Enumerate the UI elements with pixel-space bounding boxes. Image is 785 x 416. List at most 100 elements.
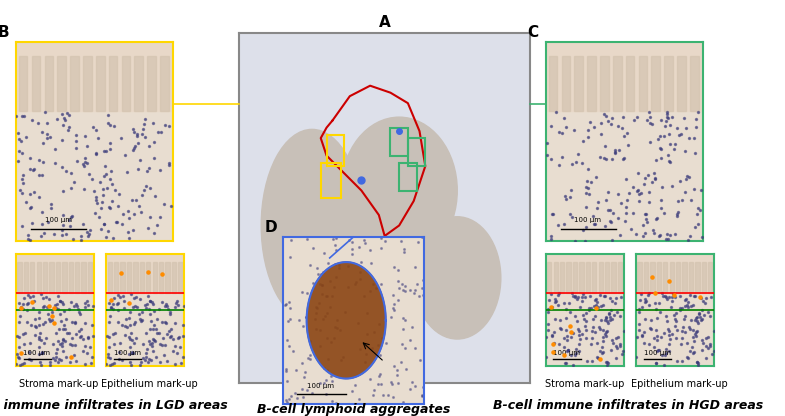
Point: [94, 225, 107, 232]
Point: [406, 324, 418, 331]
Point: [136, 131, 148, 137]
Point: [330, 400, 342, 406]
Point: [564, 193, 576, 200]
Point: [75, 237, 88, 243]
Point: [322, 260, 334, 266]
Point: [324, 277, 337, 284]
Ellipse shape: [414, 217, 501, 339]
Point: [154, 341, 166, 348]
Point: [411, 281, 423, 287]
Point: [346, 239, 359, 245]
Point: [136, 317, 148, 324]
Point: [32, 351, 45, 357]
Point: [290, 395, 303, 401]
Bar: [644, 262, 648, 293]
Point: [675, 197, 688, 203]
Point: [158, 352, 170, 359]
Point: [62, 329, 75, 336]
Point: [101, 227, 114, 234]
Point: [685, 196, 697, 203]
Point: [281, 337, 294, 344]
Point: [37, 321, 49, 327]
Point: [60, 168, 72, 175]
Point: [62, 306, 75, 312]
Text: 100 μm: 100 μm: [24, 350, 50, 356]
Point: [88, 188, 100, 195]
Bar: [57, 56, 66, 111]
Point: [586, 358, 598, 365]
Point: [103, 333, 115, 340]
Ellipse shape: [341, 117, 457, 264]
Text: B-cell immune infiltrates in LGD areas: B-cell immune infiltrates in LGD areas: [0, 399, 228, 412]
Point: [588, 220, 601, 227]
Point: [53, 325, 66, 332]
Point: [358, 237, 371, 243]
Point: [608, 300, 621, 307]
Point: [117, 305, 130, 311]
Point: [696, 315, 709, 322]
Point: [657, 329, 670, 336]
Point: [46, 309, 58, 316]
Bar: [708, 262, 713, 293]
Point: [643, 198, 655, 205]
Point: [51, 292, 64, 299]
Point: [24, 203, 37, 210]
Point: [641, 218, 653, 225]
Point: [639, 211, 652, 218]
Point: [54, 297, 67, 304]
Point: [671, 358, 684, 364]
Point: [66, 342, 78, 348]
Bar: [650, 262, 655, 293]
Point: [139, 302, 152, 308]
Point: [672, 198, 685, 204]
Point: [599, 223, 612, 230]
Point: [388, 264, 400, 271]
Point: [107, 235, 119, 241]
Point: [155, 298, 168, 305]
Bar: [664, 56, 673, 111]
Point: [145, 318, 158, 324]
Point: [570, 158, 582, 165]
Point: [160, 331, 173, 337]
Point: [650, 314, 663, 321]
Point: [100, 148, 113, 155]
Bar: [146, 262, 151, 293]
Point: [154, 214, 166, 220]
Point: [130, 132, 143, 139]
Point: [396, 281, 408, 288]
Point: [550, 109, 562, 115]
Point: [593, 153, 606, 160]
Point: [550, 298, 562, 305]
Point: [74, 310, 86, 317]
Point: [546, 332, 558, 339]
Bar: [321, 163, 341, 198]
Point: [636, 303, 648, 310]
Point: [587, 316, 600, 323]
Point: [53, 311, 66, 318]
Point: [399, 288, 411, 295]
Point: [409, 287, 422, 293]
Point: [570, 295, 582, 302]
Point: [120, 324, 133, 330]
Point: [602, 311, 615, 317]
Point: [649, 306, 662, 312]
Bar: [670, 262, 674, 293]
Point: [115, 270, 127, 277]
Point: [20, 134, 33, 140]
Point: [152, 128, 165, 135]
Point: [635, 190, 648, 196]
Point: [163, 123, 176, 129]
Point: [558, 193, 571, 199]
Point: [572, 347, 585, 354]
Point: [16, 361, 28, 368]
Point: [78, 133, 91, 139]
Point: [604, 313, 616, 320]
Point: [279, 301, 291, 308]
Point: [617, 347, 630, 354]
Point: [73, 327, 86, 334]
Point: [399, 344, 411, 351]
Point: [580, 204, 593, 210]
Bar: [159, 262, 163, 293]
Point: [68, 303, 81, 310]
Point: [69, 300, 82, 307]
